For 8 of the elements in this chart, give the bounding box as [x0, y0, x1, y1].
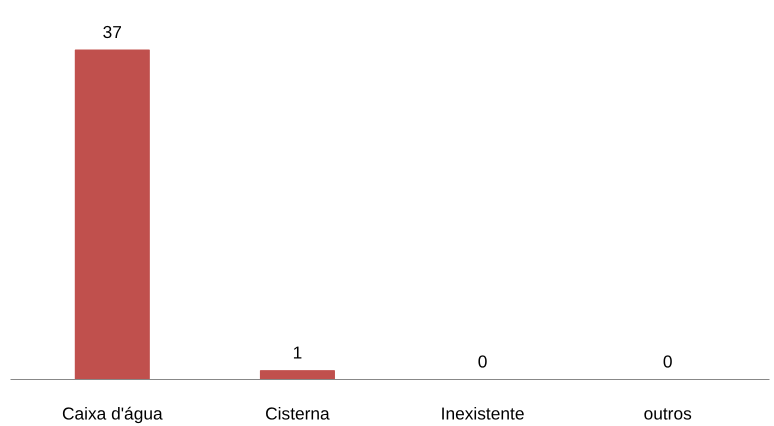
x-tick-label: Inexistente — [440, 404, 524, 424]
data-label: 0 — [662, 352, 673, 372]
x-tick-label: Cisterna — [265, 404, 330, 424]
data-label: 37 — [102, 22, 122, 42]
data-label: 0 — [478, 352, 488, 372]
data-label: 1 — [292, 342, 302, 363]
x-tick-label: Caixa d'água — [62, 404, 163, 424]
x-tick-label: outros — [644, 404, 692, 424]
